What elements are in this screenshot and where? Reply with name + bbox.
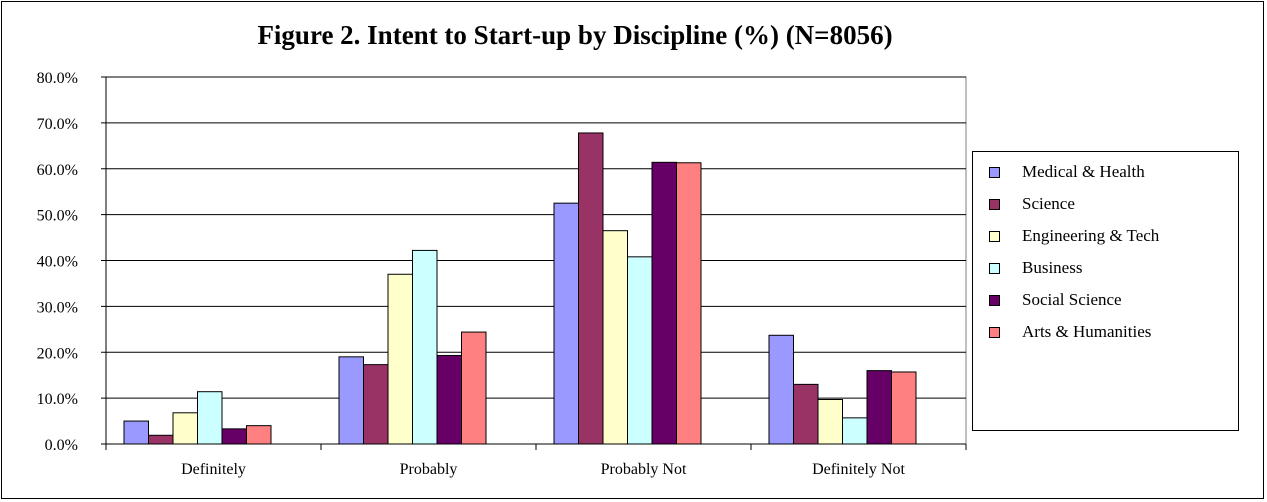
x-tick-label: Probably Not [601, 461, 687, 478]
bar-medical-health-definitely-not [768, 334, 794, 445]
y-tick-label: 10.0% [37, 391, 78, 408]
legend-label: Arts & Humanities [1022, 322, 1152, 341]
legend-label: Social Science [1022, 290, 1122, 309]
x-tick-label: Definitely [181, 461, 246, 478]
bar-arts-humanities-definitely [246, 425, 272, 445]
x-tick-label: Probably [400, 461, 458, 478]
x-tick-label: Definitely Not [812, 461, 905, 478]
bar-business-probably-not [627, 256, 653, 445]
chart-title: Figure 2. Intent to Start-up by Discipli… [257, 20, 893, 50]
bar-arts-humanities-probably [461, 331, 487, 445]
legend-swatch [989, 230, 1000, 242]
bar-arts-humanities-definitely-not [891, 371, 917, 445]
bar-science-definitely [148, 434, 174, 445]
legend-item: Business [973, 252, 1238, 284]
legend-swatch [989, 262, 1000, 274]
bar-engineering-tech-probably-not [602, 230, 628, 445]
y-tick-label: 60.0% [37, 162, 78, 179]
legend-label: Engineering & Tech [1022, 226, 1160, 245]
y-tick-label: 50.0% [37, 208, 78, 225]
bar-social-science-probably-not [651, 161, 677, 445]
legend-swatch [989, 166, 1000, 178]
bar-medical-health-probably-not [553, 202, 579, 445]
legend-label: Business [1022, 258, 1083, 277]
bar-engineering-tech-definitely-not [817, 399, 843, 445]
bar-arts-humanities-probably-not [676, 162, 702, 445]
y-tick-label: 20.0% [37, 345, 78, 362]
y-tick-label: 30.0% [37, 299, 78, 316]
y-tick-label: 80.0% [37, 70, 78, 87]
bar-science-probably-not [578, 132, 604, 445]
bar-social-science-definitely-not [866, 370, 892, 445]
bar-social-science-definitely [221, 428, 247, 445]
legend-label: Medical & Health [1022, 162, 1145, 181]
legend-swatch [989, 294, 1000, 306]
bar-engineering-tech-probably [387, 273, 413, 445]
legend-swatch [989, 326, 1000, 338]
legend-item: Science [973, 188, 1238, 220]
legend-item: Social Science [973, 284, 1238, 316]
bar-engineering-tech-definitely [172, 412, 198, 445]
y-tick-label: 0.0% [45, 437, 78, 454]
legend-item: Arts & Humanities [973, 316, 1238, 348]
legend-label: Science [1022, 194, 1075, 213]
bar-social-science-probably [436, 354, 462, 445]
bar-business-definitely-not [842, 417, 868, 445]
legend-item: Medical & Health [973, 156, 1238, 188]
bar-business-probably [412, 249, 438, 445]
legend-swatch [989, 198, 1000, 210]
legend-item: Engineering & Tech [973, 220, 1238, 252]
bar-medical-health-definitely [123, 420, 149, 445]
y-tick-label: 70.0% [37, 116, 78, 133]
bar-business-definitely [197, 391, 223, 445]
bar-science-definitely-not [793, 383, 819, 445]
legend: Medical & Health Science Engineering & Tec… [972, 151, 1239, 431]
bar-medical-health-probably [338, 356, 364, 445]
bar-science-probably [363, 364, 389, 445]
y-tick-label: 40.0% [37, 254, 78, 271]
